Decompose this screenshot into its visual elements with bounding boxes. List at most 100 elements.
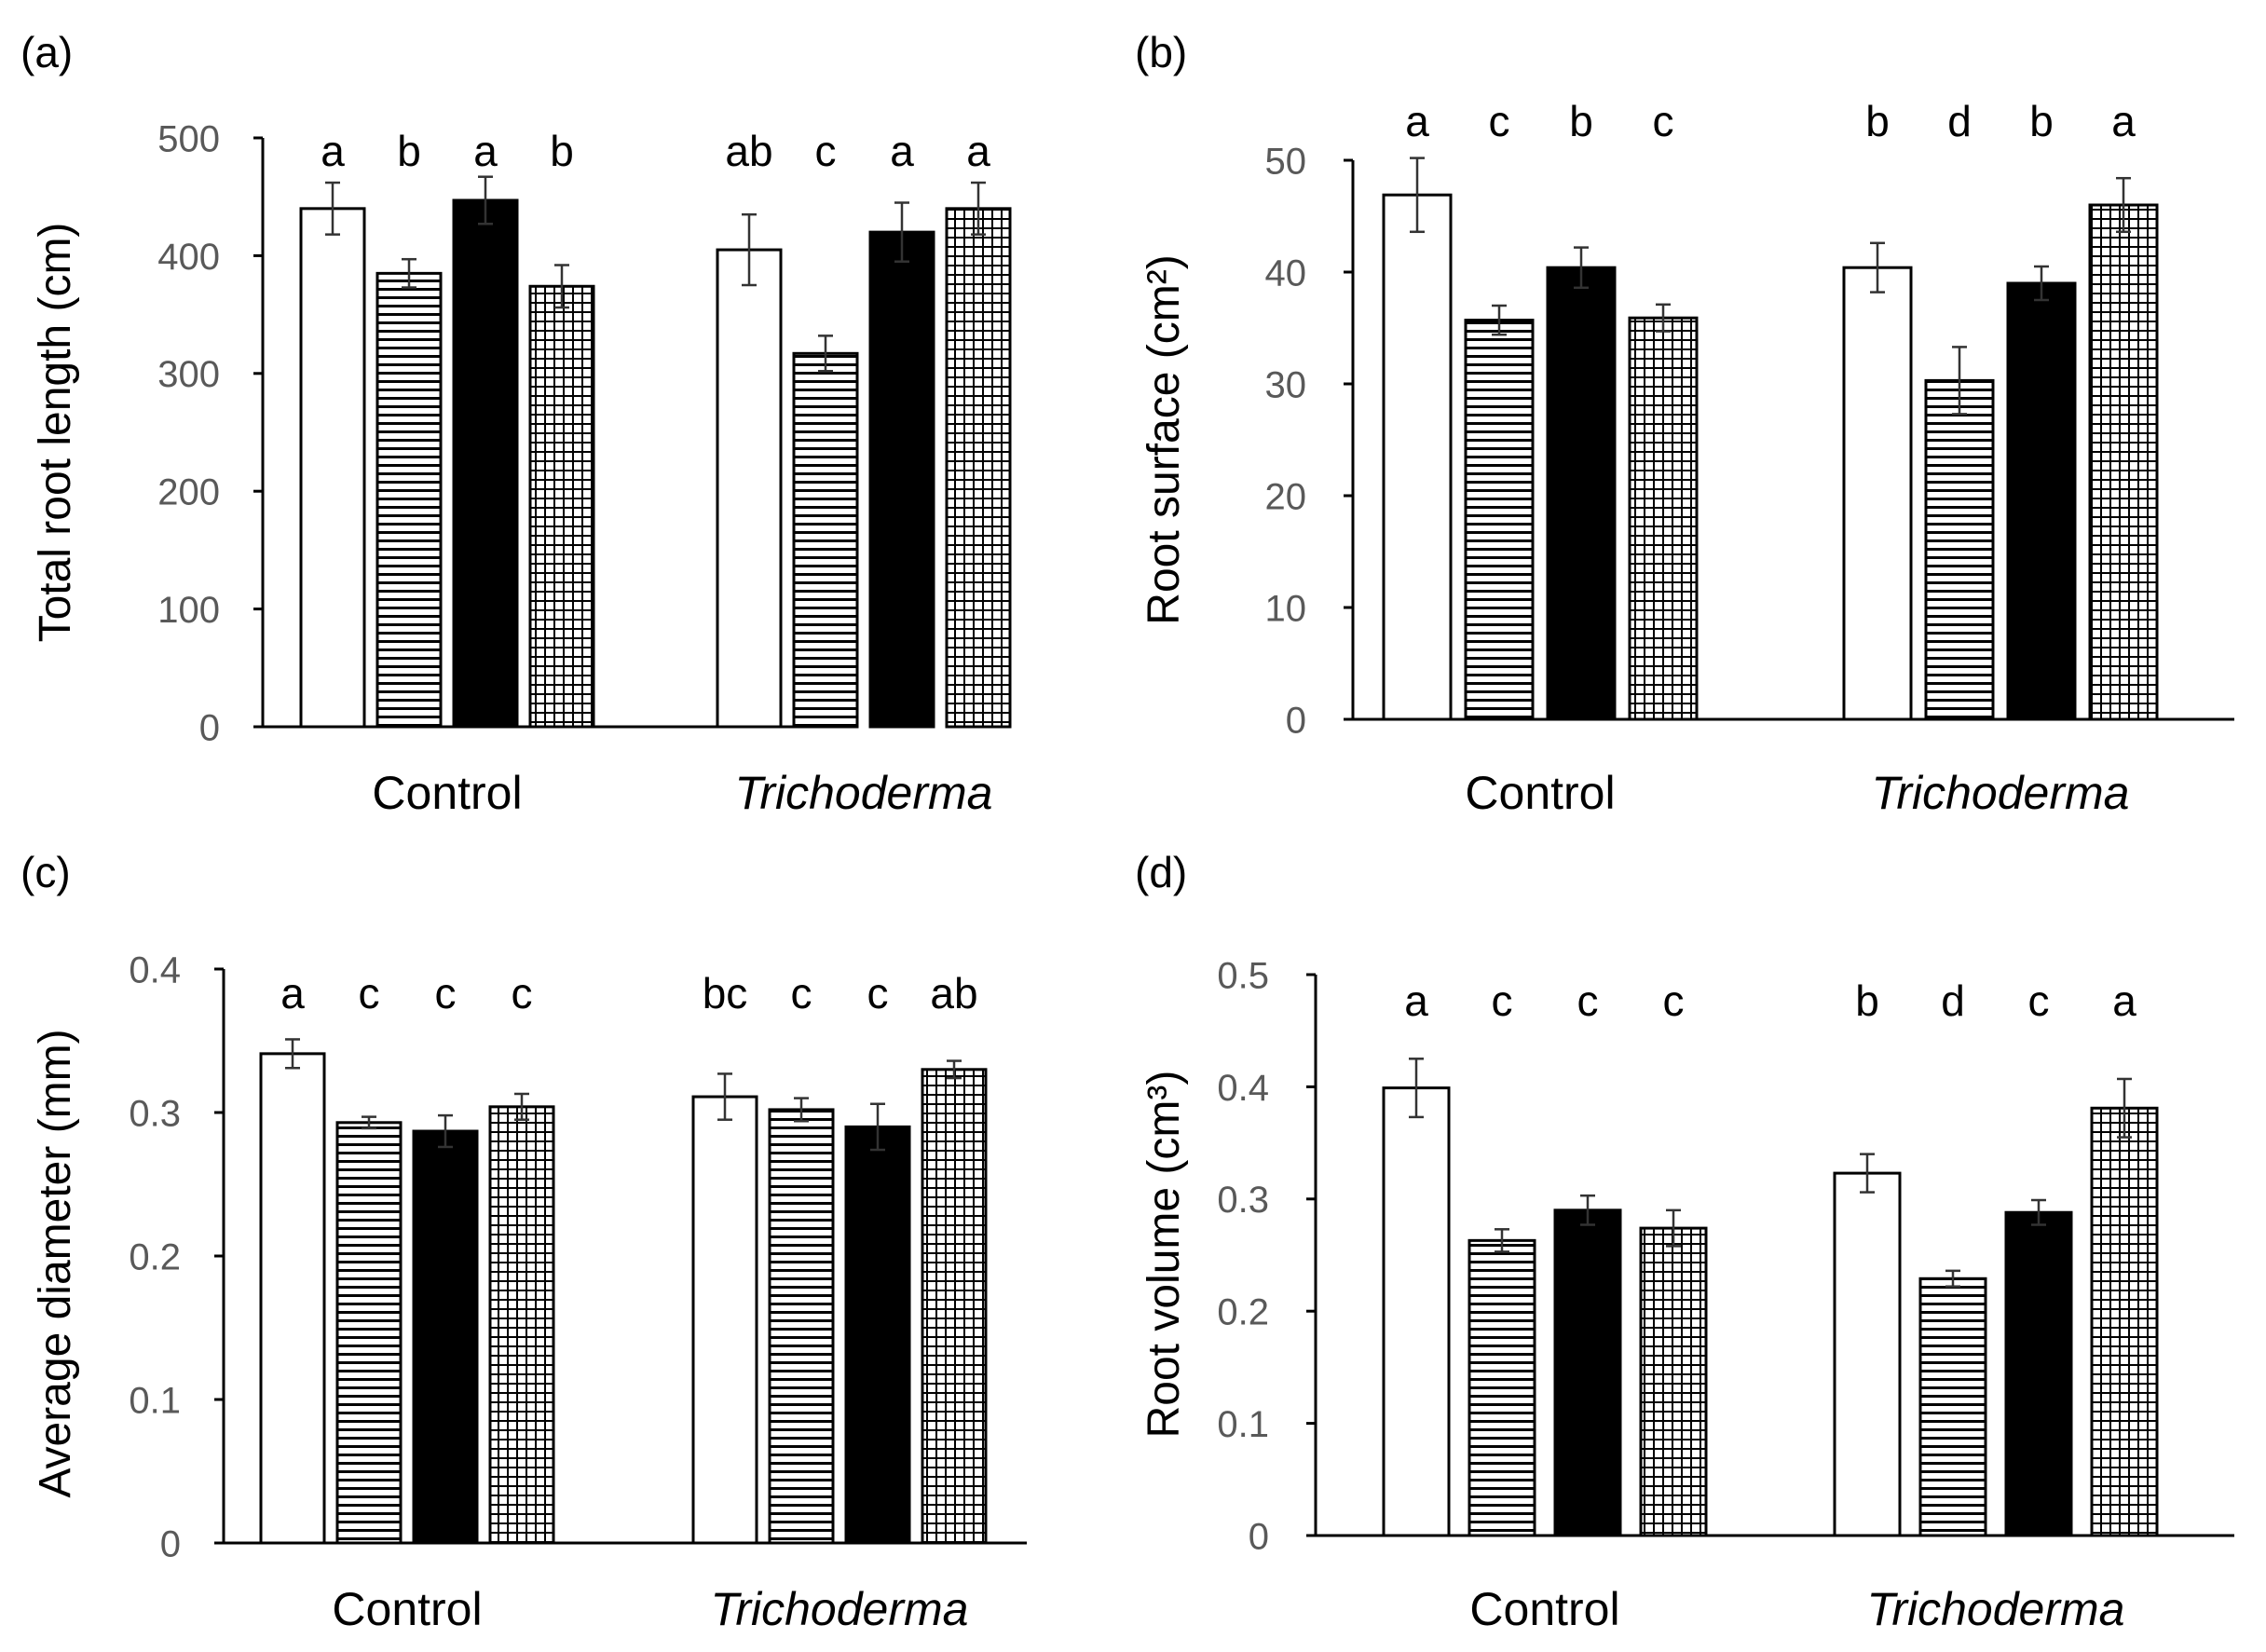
significance-letter: c	[435, 969, 457, 1017]
panel-label: (c)	[20, 848, 71, 896]
bar-horizontal-lines	[335, 1121, 403, 1545]
x-category-label: Trichoderma	[735, 767, 993, 819]
bar-horizontal-lines	[1918, 1277, 1987, 1537]
significance-letter: d	[1947, 97, 1972, 145]
bar-horizontal-lines	[375, 271, 443, 729]
y-tick-label: 0.3	[129, 1093, 181, 1134]
y-tick-label: 0	[160, 1523, 181, 1564]
bar-black	[868, 230, 935, 729]
significance-letter: c	[1653, 97, 1674, 145]
panel-label: (b)	[1135, 28, 1187, 76]
significance-letter: a	[1404, 976, 1428, 1025]
x-category-label: Trichoderma	[1867, 1583, 2125, 1635]
bar-grid	[921, 1068, 988, 1545]
x-category-label: Control	[372, 767, 522, 819]
y-tick-label: 0.4	[1217, 1068, 1269, 1109]
panel-label: (a)	[20, 28, 73, 76]
y-axis-label: Average diameter (mm)	[31, 1029, 80, 1497]
significance-letter: c	[1577, 976, 1599, 1025]
significance-letter: a	[2112, 976, 2136, 1025]
bar-black	[412, 1129, 479, 1545]
y-tick-label: 20	[1265, 476, 1307, 517]
y-tick-label: 0	[199, 707, 220, 748]
significance-letter: b	[1569, 97, 1593, 145]
bar-grid	[2088, 203, 2159, 721]
bar-horizontal-lines	[1464, 319, 1535, 721]
bar-white	[691, 1095, 758, 1545]
y-tick-label: 0.5	[1217, 955, 1269, 996]
bar-white	[1382, 193, 1453, 721]
y-tick-label: 40	[1265, 253, 1307, 294]
significance-letter: d	[1941, 976, 1965, 1025]
bar-black	[2006, 281, 2077, 721]
bar-grid	[1639, 1226, 1708, 1537]
significance-letter: a	[280, 969, 305, 1017]
y-tick-label: 100	[157, 590, 220, 631]
y-tick-label: 0.3	[1217, 1180, 1269, 1221]
significance-letter: c	[512, 969, 533, 1017]
x-category-label: Control	[332, 1583, 482, 1635]
significance-letter: c	[2028, 976, 2050, 1025]
bar-black	[1553, 1208, 1622, 1537]
panel-d: (d) Root volume (cm³) 0 0.1 0.2 0.3 0.4 0.5 a c c c…	[1135, 848, 2234, 1635]
significance-letter: b	[550, 127, 574, 175]
significance-letter: b	[1855, 976, 1879, 1025]
bar-black	[2004, 1210, 2073, 1537]
significance-letter: a	[2111, 97, 2136, 145]
x-category-label: Control	[1469, 1583, 1619, 1635]
bar-grid	[2090, 1106, 2159, 1537]
significance-letter: c	[359, 969, 380, 1017]
y-tick-label: 0.2	[129, 1236, 181, 1277]
bar-white	[1833, 1171, 1902, 1537]
significance-letter: b	[2029, 97, 2054, 145]
y-tick-label: 30	[1265, 364, 1307, 405]
y-axis-label: Total root length (cm)	[31, 223, 80, 643]
bar-white	[299, 207, 366, 729]
significance-letter: a	[321, 127, 345, 175]
bar-grid	[945, 207, 1012, 729]
y-axis-label: Root surface (cm²)	[1140, 254, 1189, 624]
significance-letter: bc	[703, 969, 748, 1017]
bar-grid	[488, 1105, 555, 1545]
panel-label: (d)	[1135, 848, 1187, 896]
significance-letter: a	[1405, 97, 1429, 145]
significance-letter: ab	[725, 127, 772, 175]
significance-letter: c	[791, 969, 812, 1017]
bar-horizontal-lines	[768, 1108, 835, 1545]
significance-letter: c	[1489, 97, 1510, 145]
bar-black	[844, 1125, 911, 1545]
y-tick-label: 500	[157, 118, 220, 159]
y-tick-label: 0	[1286, 700, 1306, 741]
bar-black	[452, 198, 519, 729]
y-tick-label: 10	[1265, 588, 1307, 629]
significance-letter: b	[1865, 97, 1890, 145]
x-category-label: Trichoderma	[1872, 767, 2130, 819]
bar-white	[259, 1052, 326, 1545]
y-tick-label: 0	[1249, 1516, 1269, 1557]
significance-letter: c	[867, 969, 889, 1017]
bar-white	[1382, 1086, 1451, 1537]
y-tick-label: 400	[157, 237, 220, 278]
y-tick-label: 50	[1265, 141, 1307, 182]
bar-horizontal-lines	[1467, 1238, 1536, 1537]
significance-letter: c	[815, 127, 837, 175]
y-tick-label: 300	[157, 354, 220, 395]
significance-letter: b	[397, 127, 421, 175]
significance-letter: a	[966, 127, 990, 175]
bar-black	[1546, 266, 1617, 721]
panel-b: (b) Root surface (cm²) 0 10 20 30 40 50 a c b c Cont…	[1135, 28, 2234, 819]
panel-a: (a) Total root length (cm) 0 100 200 300 400 50…	[20, 28, 1012, 819]
y-tick-label: 0.1	[129, 1380, 181, 1421]
significance-letter: c	[1492, 976, 1513, 1025]
significance-letter: a	[890, 127, 914, 175]
bar-white	[1842, 266, 1913, 721]
x-category-label: Control	[1465, 767, 1615, 819]
bar-white	[716, 248, 783, 729]
y-tick-label: 0.2	[1217, 1292, 1269, 1333]
y-tick-label: 0.1	[1217, 1404, 1269, 1445]
bar-horizontal-lines	[1924, 378, 1995, 721]
y-axis-label: Root volume (cm³)	[1140, 1071, 1189, 1439]
bar-horizontal-lines	[792, 351, 859, 729]
bar-grid	[1628, 316, 1699, 721]
